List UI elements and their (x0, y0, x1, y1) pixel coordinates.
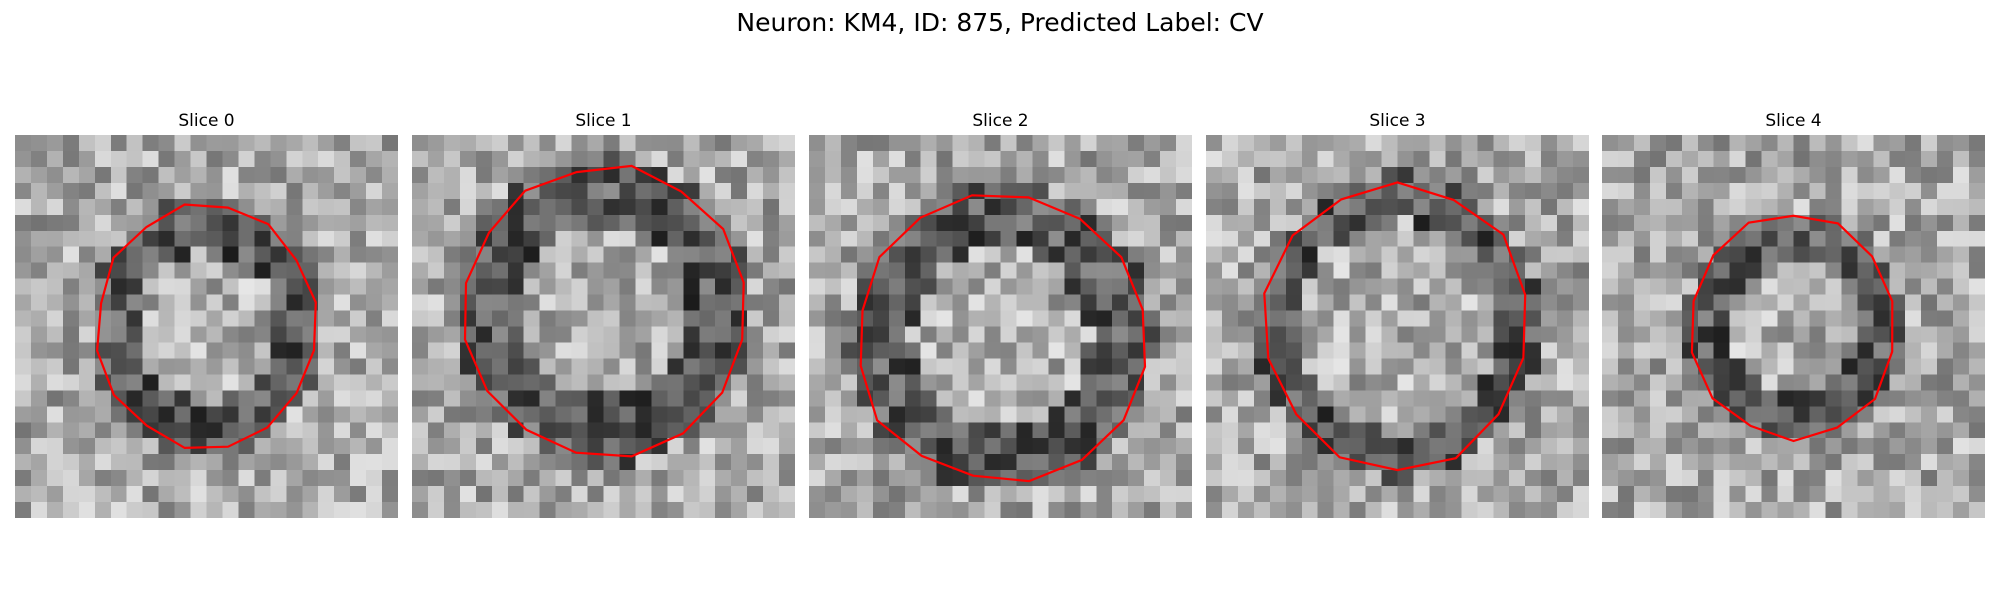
slice-title-1: Slice 1 (575, 111, 632, 131)
segmentation-contour (859, 194, 1147, 483)
segmentation-contour (1263, 181, 1527, 472)
slice-image-3 (1206, 135, 1589, 518)
slice-panel-3: Slice 3 (1206, 110, 1589, 518)
slice-panel-1: Slice 1 (412, 110, 795, 518)
slice-svg (412, 135, 795, 518)
slice-image-2 (809, 135, 1192, 518)
grayscale-pixel-grid (1602, 135, 1985, 518)
grayscale-pixel-grid (809, 135, 1192, 518)
segmentation-contour (463, 164, 745, 458)
slice-svg (809, 135, 1192, 518)
slice-image-1 (412, 135, 795, 518)
grayscale-pixel-grid (15, 135, 398, 518)
slice-panel-4: Slice 4 (1602, 110, 1985, 518)
segmentation-contour (1690, 214, 1894, 443)
grayscale-pixel-grid (412, 135, 795, 518)
slice-panel-2: Slice 2 (809, 110, 1192, 518)
slice-svg (1206, 135, 1589, 518)
slice-title-0: Slice 0 (178, 111, 235, 131)
slice-svg (15, 135, 398, 518)
slice-svg (1602, 135, 1985, 518)
segmentation-contour (95, 203, 317, 450)
slice-title-4: Slice 4 (1765, 111, 1822, 131)
grayscale-pixel-grid (1206, 135, 1589, 518)
slice-image-0 (15, 135, 398, 518)
slice-panel-0: Slice 0 (15, 110, 398, 518)
slice-title-3: Slice 3 (1369, 111, 1426, 131)
slice-image-4 (1602, 135, 1985, 518)
slice-title-2: Slice 2 (972, 111, 1029, 131)
figure-title: Neuron: KM4, ID: 875, Predicted Label: C… (736, 8, 1264, 37)
